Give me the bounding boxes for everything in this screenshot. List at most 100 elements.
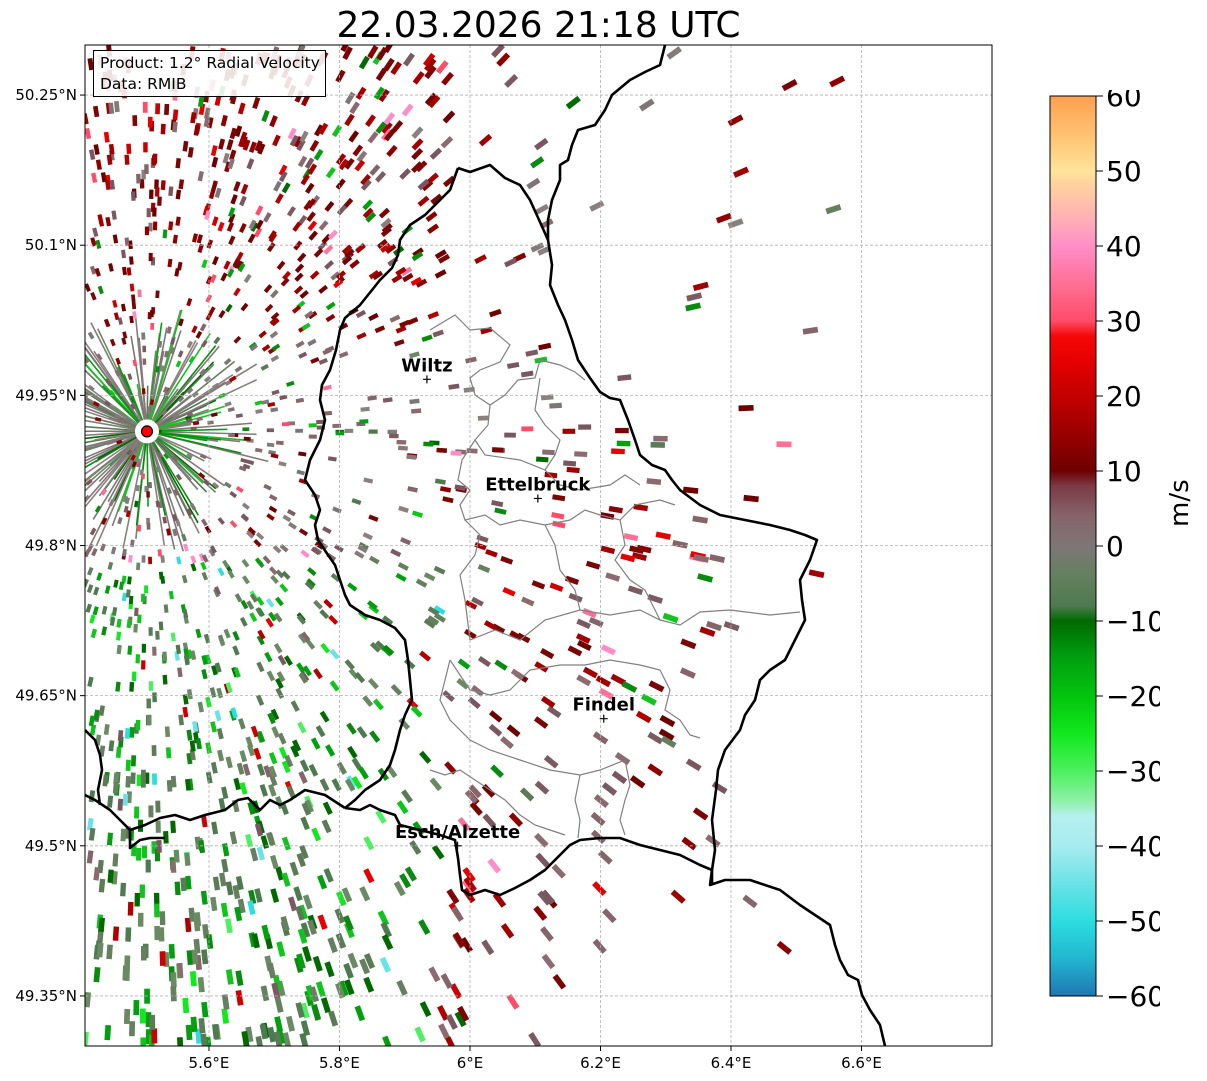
velocity-bin: [500, 923, 515, 939]
velocity-bin: [382, 644, 395, 656]
velocity-bin: [124, 237, 130, 247]
velocity-bin: [504, 257, 518, 268]
velocity-bin: [221, 994, 230, 1010]
velocity-bin: [247, 801, 256, 815]
radar-site-marker: [140, 425, 154, 438]
velocity-bin: [205, 742, 212, 754]
velocity-bin: [197, 95, 205, 108]
velocity-bin: [323, 410, 333, 416]
velocity-bin: [502, 587, 516, 597]
velocity-bin: [255, 219, 264, 230]
velocity-bin: [319, 710, 330, 723]
velocity-bin: [425, 211, 438, 222]
velocity-bin: [212, 255, 219, 266]
velocity-bin: [357, 544, 368, 554]
canton-boundary: [449, 659, 701, 739]
velocity-bin: [99, 543, 106, 552]
velocity-bin: [233, 777, 241, 791]
velocity-bin: [271, 982, 281, 999]
velocity-bin: [256, 846, 265, 861]
velocity-bin: [355, 309, 367, 319]
velocity-bin: [540, 926, 554, 942]
velocity-bin: [351, 757, 363, 771]
velocity-bin: [107, 561, 114, 571]
velocity-bin: [199, 368, 207, 376]
velocity-bin: [279, 583, 289, 593]
velocity-bin: [400, 537, 412, 546]
velocity-bin: [235, 989, 244, 1006]
velocity-bin: [487, 858, 502, 874]
velocity-bin: [266, 513, 275, 521]
velocity-bin: [161, 409, 168, 416]
velocity-bin: [286, 785, 296, 799]
velocity-bin: [344, 428, 354, 433]
velocity-bin: [168, 590, 174, 600]
velocity-bin: [297, 928, 308, 944]
velocity-bin: [300, 922, 311, 938]
velocity-bin: [279, 394, 288, 401]
velocity-bin: [365, 211, 377, 223]
velocity-bin: [802, 326, 819, 335]
map-title: 22.03.2026 21:18 UTC: [336, 5, 741, 46]
velocity-bin: [162, 651, 168, 661]
velocity-bin: [89, 724, 97, 736]
velocity-bin: [246, 158, 255, 170]
velocity-bin: [210, 761, 218, 774]
velocity-bin: [249, 612, 258, 623]
velocity-bin: [157, 340, 163, 348]
velocity-bin: [576, 640, 592, 651]
radial-streak: [98, 430, 148, 497]
velocity-bin: [228, 375, 237, 383]
velocity-bin: [407, 486, 418, 493]
velocity-bin: [100, 488, 108, 496]
velocity-bin: [147, 116, 153, 128]
velocity-bin: [526, 177, 541, 190]
axis-ticks: 50.25°N 50.1°N 49.95°N 49.8°N 49.65°N 49.5°N 4…: [15, 86, 882, 1072]
velocity-bin: [89, 614, 96, 624]
velocity-bin: [143, 142, 148, 153]
velocity-bin: [346, 775, 357, 789]
velocity-bin: [144, 485, 148, 492]
velocity-bin: [148, 482, 153, 489]
velocity-bin: [278, 170, 288, 183]
velocity-bin: [281, 760, 291, 774]
velocity-bin: [195, 737, 202, 750]
velocity-bin: [227, 407, 235, 413]
velocity-bin: [398, 505, 409, 513]
velocity-bin: [432, 329, 445, 338]
velocity-bin: [273, 643, 283, 654]
velocity-bin: [170, 632, 176, 642]
velocity-bin: [343, 962, 354, 979]
velocity-bin: [540, 394, 554, 401]
velocity-bin: [106, 944, 113, 960]
velocity-bin: [356, 726, 368, 739]
velocity-bin: [601, 782, 618, 796]
velocity-bin: [124, 154, 130, 165]
velocity-bin: [280, 916, 290, 932]
velocity-bin: [299, 130, 309, 143]
velocity-bin: [327, 937, 338, 954]
velocity-bin: [615, 427, 629, 434]
velocity-bin: [186, 689, 193, 700]
velocity-bin: [308, 434, 317, 439]
velocity-bin: [92, 400, 100, 407]
velocity-bin: [576, 618, 591, 630]
velocity-bin: [592, 938, 607, 954]
velocity-bin: [369, 164, 381, 176]
velocity-bin: [125, 927, 132, 942]
velocity-bin: [446, 888, 460, 905]
velocity-bin: [549, 582, 564, 592]
velocity-bin: [562, 428, 576, 434]
velocity-bin: [376, 238, 388, 249]
velocity-bin: [157, 196, 162, 206]
velocity-bin: [170, 775, 177, 788]
velocity-bin: [214, 187, 222, 199]
velocity-bin: [94, 505, 102, 513]
velocity-bin: [528, 1032, 542, 1046]
velocity-bin: [456, 678, 470, 690]
velocity-bin: [111, 210, 117, 220]
velocity-bin: [266, 442, 275, 448]
velocity-bin: [218, 392, 226, 399]
velocity-bin: [155, 365, 160, 373]
velocity-bin: [363, 868, 375, 884]
